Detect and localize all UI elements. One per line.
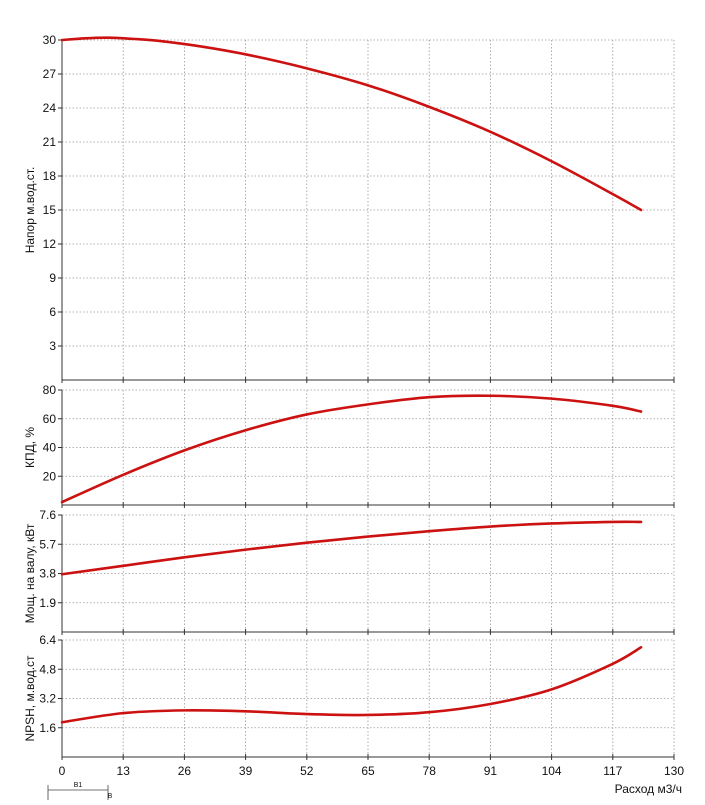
y-axis-label: NPSH, м.вод.ст [23, 655, 37, 742]
y-tick-label: 12 [43, 237, 57, 251]
x-tick-label: 65 [361, 764, 375, 778]
x-tick-label: 52 [300, 764, 314, 778]
footer-label-b1: B1 [74, 782, 83, 789]
y-tick-label: 27 [43, 67, 57, 81]
y-tick-label: 1.9 [39, 596, 56, 610]
series-line [60, 36, 643, 212]
y-tick-label: 7.6 [39, 508, 56, 522]
y-tick-label: 3.8 [39, 567, 56, 581]
y-tick-label: 30 [43, 33, 57, 47]
y-tick-label: 6 [49, 305, 56, 319]
y-tick-label: 18 [43, 169, 57, 183]
footer-dimension-marks: B1 B [47, 782, 113, 800]
y-tick-label: 80 [43, 383, 57, 397]
x-tick-label: 117 [603, 764, 622, 778]
y-axis-label: Напор м.вод.ст. [23, 167, 37, 254]
y-tick-label: 1.6 [39, 721, 56, 735]
y-tick-label: 20 [43, 469, 57, 483]
y-axis-label: Мощ. на валу, кВт [23, 523, 37, 623]
y-tick-label: 9 [49, 271, 56, 285]
panel-2: 20 40 60 80 КПД, % [23, 383, 675, 508]
y-tick-label: 3.2 [39, 692, 56, 706]
y-tick-label: 40 [43, 441, 57, 455]
x-tick-label: 13 [117, 764, 131, 778]
x-tick-label: 130 [664, 764, 684, 778]
y-tick-label: 3 [49, 339, 56, 353]
x-tick-label: 104 [542, 764, 562, 778]
x-tick-label: 78 [423, 764, 437, 778]
panel-1: 3 6 9 12 15 18 21 24 27 30 Напор м.вод.ст. [23, 33, 675, 383]
y-tick-label: 4.8 [39, 662, 56, 676]
y-axis-label: КПД, % [23, 427, 37, 468]
y-tick-label: 5.7 [39, 537, 56, 551]
footer-label-b: B [108, 793, 113, 800]
x-tick-label: 0 [59, 764, 66, 778]
y-tick-label: 6.4 [39, 633, 56, 647]
y-tick-label: 15 [43, 203, 57, 217]
x-tick-label: 26 [178, 764, 192, 778]
x-tick-label: 91 [484, 764, 498, 778]
y-tick-label: 60 [43, 412, 57, 426]
x-tick-label: 39 [239, 764, 253, 778]
y-tick-label: 24 [43, 101, 57, 115]
series-line [60, 394, 643, 504]
x-axis-label: Расход м3/ч [615, 782, 682, 796]
series-line [60, 520, 643, 576]
series-line [60, 646, 643, 724]
y-tick-label: 21 [43, 135, 57, 149]
